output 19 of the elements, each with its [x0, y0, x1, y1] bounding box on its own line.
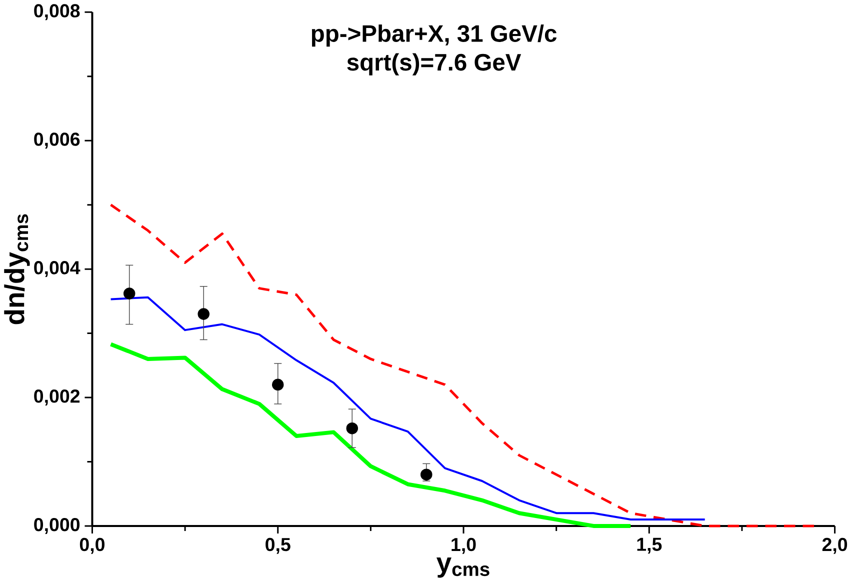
point	[272, 378, 284, 391]
y-tick-label: 0,008	[34, 4, 80, 20]
y-tick-label: 0,000	[34, 518, 80, 534]
x-axis-title: y$_{cms}$	[436, 558, 490, 578]
x-tick-label: 0,5	[266, 538, 290, 554]
x-tick-label: 0,0	[80, 538, 104, 554]
y-axis-title: dn/dy$_{cms}$	[4, 214, 30, 324]
point	[346, 422, 358, 434]
point	[123, 288, 136, 300]
x-tick-label: 2,0	[822, 538, 848, 554]
x-tick-label: 1,0	[452, 538, 476, 554]
text: sqrt(s)=7.6 GeV	[347, 53, 522, 76]
point	[420, 468, 432, 481]
y-tick-label: 0,004	[34, 261, 80, 278]
chart-title: pp->Pbar+X, 31 GeV/c	[312, 24, 557, 47]
x-tick-label: 1,5	[637, 538, 662, 554]
point	[198, 308, 210, 320]
y-tick-label: 0,006	[34, 132, 80, 149]
y-tick-label: 0,002	[34, 390, 80, 406]
